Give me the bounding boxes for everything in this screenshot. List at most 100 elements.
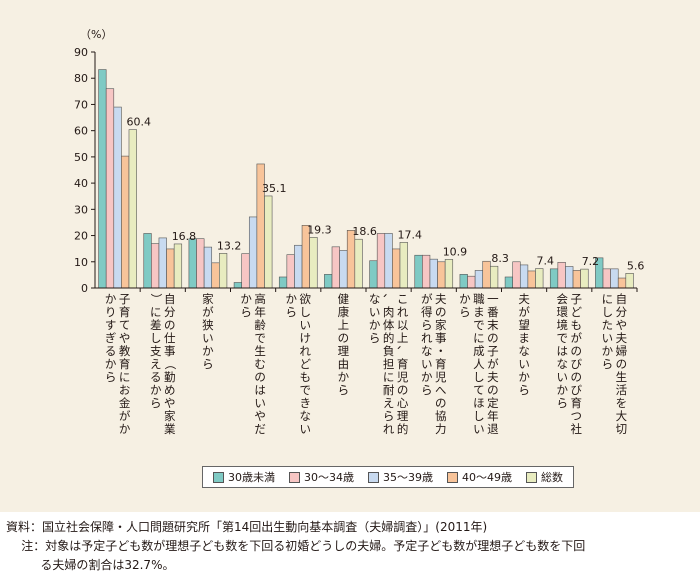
category-char: 退: [487, 422, 499, 436]
category-char: ら: [105, 370, 117, 384]
note-cont: る夫婦の割合は32.7%。: [40, 558, 175, 572]
category-char: 夫: [487, 370, 499, 384]
category-char: 康: [338, 305, 350, 319]
category-char: 社: [571, 422, 583, 436]
category-char: 夫: [435, 292, 447, 306]
data-label: 7.2: [582, 255, 600, 268]
category-char: 家: [435, 318, 447, 332]
category-char: ・: [435, 344, 447, 358]
category-char: に: [383, 370, 395, 384]
y-tick-label: 30: [74, 203, 88, 216]
bar-3-6: [339, 250, 348, 289]
category-char: か: [286, 292, 298, 306]
bar-2-7: [376, 233, 386, 289]
legend-item: 30～34歳: [289, 469, 354, 485]
category-char: 生: [254, 344, 266, 358]
bar-3-4: [248, 216, 258, 289]
category-char: 事: [164, 344, 176, 358]
category-char: ら: [459, 305, 471, 319]
bar-5-9: [490, 265, 499, 289]
category-char: 金: [119, 396, 131, 410]
bar-5-2: [173, 243, 183, 289]
data-label: 8.3: [491, 252, 509, 265]
category-char: 事: [435, 331, 447, 345]
bar-4-2: [166, 248, 175, 289]
category-char: が: [421, 292, 433, 306]
category-char: れ: [421, 331, 433, 345]
category-char: 以: [397, 318, 409, 332]
data-label: 18.6: [352, 225, 377, 238]
category-char: 由: [338, 357, 350, 371]
category-char: 年: [254, 305, 266, 319]
category-char: も: [300, 370, 312, 384]
bar-5-11: [580, 268, 589, 289]
category-char: 子: [571, 292, 583, 306]
note-continuation: る夫婦の割合は32.7%。: [6, 556, 696, 575]
note-text: 対象は予定子ども数が理想子ども数を下回る初婚どうしの夫婦。予定子ども数が理想子ど…: [45, 539, 586, 553]
category-char: ら: [518, 383, 530, 397]
category-char: が: [119, 409, 131, 423]
category-char: 支: [150, 344, 162, 358]
bar-5-3: [219, 253, 228, 289]
legend-swatch: [289, 471, 300, 483]
category-char: ら: [421, 318, 433, 332]
category-char: ら: [421, 383, 433, 397]
data-label: 17.4: [398, 228, 423, 241]
category-char: い: [602, 331, 614, 345]
y-tick-label: 0: [81, 282, 88, 295]
category-char: の: [254, 370, 266, 384]
category-char: が: [571, 331, 583, 345]
category-char: が: [487, 357, 499, 371]
category-char: も: [571, 318, 583, 332]
category-char: め: [164, 383, 176, 397]
category-char: に: [150, 305, 162, 319]
category-char: ら: [557, 396, 569, 410]
category-char: ）: [149, 293, 163, 305]
bar-1-8: [414, 254, 423, 289]
category-char: が: [518, 305, 530, 319]
category-char: か: [459, 292, 471, 306]
category-char: き: [300, 396, 312, 410]
category-char: の: [397, 383, 409, 397]
data-label: 13.2: [217, 239, 242, 252]
category-char: 夫: [616, 331, 628, 345]
bar-1-6: [324, 274, 333, 289]
bar-2-5: [286, 254, 295, 289]
category-char: ら: [202, 357, 214, 371]
category-char: 健: [338, 292, 350, 306]
category-char: だ: [254, 422, 266, 436]
bar-3-8: [429, 258, 438, 289]
y-axis-unit: （%）: [80, 28, 112, 41]
category-char: 活: [616, 383, 628, 397]
category-char: な: [300, 409, 312, 423]
category-char: 担: [383, 357, 395, 371]
category-char: 一: [487, 292, 499, 306]
bar-3-1: [113, 106, 122, 289]
bar-2-8: [422, 254, 431, 289]
category-char: ま: [518, 331, 530, 345]
category-char: 育: [119, 305, 131, 319]
category-char: 、: [396, 345, 410, 357]
bar-1-3: [188, 238, 197, 289]
category-char: 育: [435, 357, 447, 371]
legend-item: 35～39歳: [368, 469, 433, 485]
bar-1-5: [278, 276, 288, 289]
bar-5-8: [444, 259, 454, 289]
category-char: （: [163, 358, 177, 370]
category-char: ら: [383, 409, 395, 423]
legend-item: 30歳未満: [213, 469, 275, 485]
y-tick-label: 40: [74, 177, 88, 190]
category-char: で: [473, 318, 485, 332]
category-char: 子: [487, 344, 499, 358]
category-char: す: [105, 318, 117, 332]
category-char: 耐: [383, 383, 395, 397]
category-char: 欲: [300, 292, 312, 306]
category-char: 番: [487, 305, 499, 319]
category-char: 職: [473, 292, 485, 306]
category-char: 得: [421, 305, 433, 319]
category-char: の: [338, 331, 350, 345]
